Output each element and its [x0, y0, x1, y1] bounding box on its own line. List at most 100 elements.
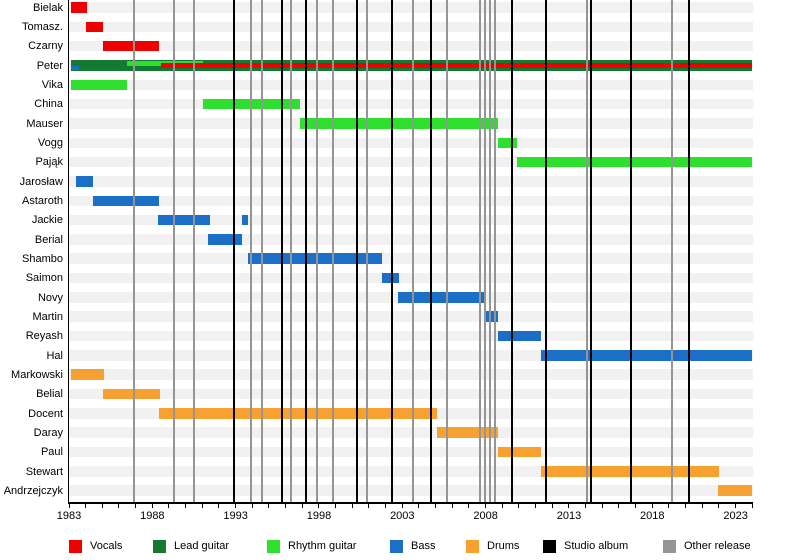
x-axis-tick: [201, 503, 203, 509]
member-row-label: Docent: [28, 407, 63, 420]
studio-album-line: [281, 0, 284, 502]
row-background-band: [69, 176, 753, 187]
member-bar-drums: [718, 485, 753, 496]
legend-item-studio_album: Studio album: [543, 540, 673, 554]
x-axis-label: 2003: [390, 510, 415, 522]
row-background-band: [69, 79, 753, 91]
member-row-label: Hal: [46, 349, 63, 362]
x-axis-tick: [385, 503, 387, 509]
x-axis-label: 1988: [140, 510, 165, 522]
x-axis-tick: [351, 503, 353, 509]
member-bar-bass: [397, 292, 485, 303]
row-background-band: [69, 156, 753, 168]
x-axis-tick: [735, 503, 737, 509]
other-release-line: [316, 0, 319, 502]
member-bar-drums: [158, 408, 437, 419]
studio-album-line: [630, 0, 633, 502]
x-axis-tick: [368, 503, 370, 509]
member-bar-bass: [158, 214, 210, 226]
x-axis-tick: [268, 503, 270, 509]
studio-album-line: [232, 0, 235, 502]
member-bar-bass: [540, 350, 753, 361]
x-axis-tick: [185, 503, 187, 509]
legend-label: Drums: [487, 540, 520, 552]
x-axis-tick: [335, 503, 337, 509]
member-row-label: Mauser: [26, 117, 63, 130]
other-release-line: [289, 0, 292, 502]
member-bar-drums: [436, 427, 498, 438]
x-axis-tick: [718, 503, 720, 509]
member-bar-rhythm_guitar: [498, 137, 517, 148]
x-axis-tick: [468, 503, 470, 509]
member-row-label: China: [34, 98, 63, 111]
member-row-label: Czarny: [28, 40, 63, 53]
member-bar-bass: [381, 272, 399, 284]
other-release-line: [483, 0, 486, 502]
other-release-line: [671, 0, 674, 502]
legend-swatch-lead_guitar: [153, 540, 166, 553]
legend-label: Vocals: [90, 540, 123, 552]
legend-swatch-rhythm_guitar: [267, 540, 280, 553]
other-release-line: [412, 0, 415, 502]
legend-swatch-studio_album: [543, 540, 556, 553]
x-axis-label: 2023: [723, 510, 748, 522]
member-bar-drums: [102, 388, 160, 400]
x-axis-tick: [318, 503, 320, 509]
member-row-label: Vika: [41, 78, 63, 91]
row-background-band: [69, 446, 753, 458]
member-bar-vocals: [85, 21, 104, 33]
x-axis-label: 1983: [56, 510, 82, 522]
x-axis-tick: [235, 503, 237, 509]
member-row-label: Andrzejczyk: [3, 484, 63, 497]
member-bar-bass: [70, 65, 80, 71]
x-axis-tick: [635, 503, 637, 509]
legend-swatch-bass: [390, 540, 403, 553]
x-axis-tick: [651, 503, 653, 509]
row-background-band: [69, 350, 753, 361]
other-release-line: [493, 0, 496, 502]
member-bar-vocals: [161, 63, 753, 68]
x-axis-tick: [685, 503, 687, 509]
row-background-band: [69, 21, 753, 33]
row-background-band: [69, 466, 753, 477]
legend-label: Bass: [411, 540, 436, 552]
x-axis-tick: [485, 503, 487, 509]
x-axis-tick: [501, 503, 503, 509]
member-row-label: Tomasz.: [22, 20, 63, 33]
member-row-label: Jarosław: [19, 175, 63, 188]
x-axis-tick: [85, 503, 87, 509]
member-row-label: Bielak: [33, 1, 63, 14]
x-axis-tick: [285, 503, 287, 509]
x-axis-tick: [451, 503, 453, 509]
member-bar-rhythm_guitar: [516, 156, 753, 168]
x-axis-tick: [118, 503, 120, 509]
row-background-band: [69, 40, 753, 52]
row-background-band: [69, 137, 753, 148]
row-background-band: [69, 234, 753, 245]
row-background-band: [69, 214, 753, 226]
x-axis-tick: [701, 503, 703, 509]
legend-label: Rhythm guitar: [288, 540, 357, 552]
other-release-line: [249, 0, 252, 502]
other-release-line: [172, 0, 175, 502]
member-row-label: Berial: [34, 233, 63, 246]
legend-swatch-vocals: [69, 540, 82, 553]
member-row-label: Reyash: [25, 330, 63, 343]
x-axis-tick: [168, 503, 170, 509]
member-row-label: Peter: [36, 59, 63, 72]
x-axis-tick: [101, 503, 103, 509]
legend-label: Other release: [684, 540, 751, 552]
x-axis-tick: [418, 503, 420, 509]
member-bar-drums: [497, 446, 542, 458]
member-bar-drums: [540, 466, 719, 477]
row-background-band: [69, 427, 753, 438]
x-axis-tick: [551, 503, 553, 509]
member-bar-drums: [70, 369, 104, 380]
legend-label: Studio album: [564, 540, 629, 552]
row-background-band: [69, 388, 753, 400]
x-axis-tick: [568, 503, 570, 509]
member-row-label: Stewart: [25, 465, 63, 478]
other-release-line: [478, 0, 481, 502]
studio-album-line: [304, 0, 307, 502]
